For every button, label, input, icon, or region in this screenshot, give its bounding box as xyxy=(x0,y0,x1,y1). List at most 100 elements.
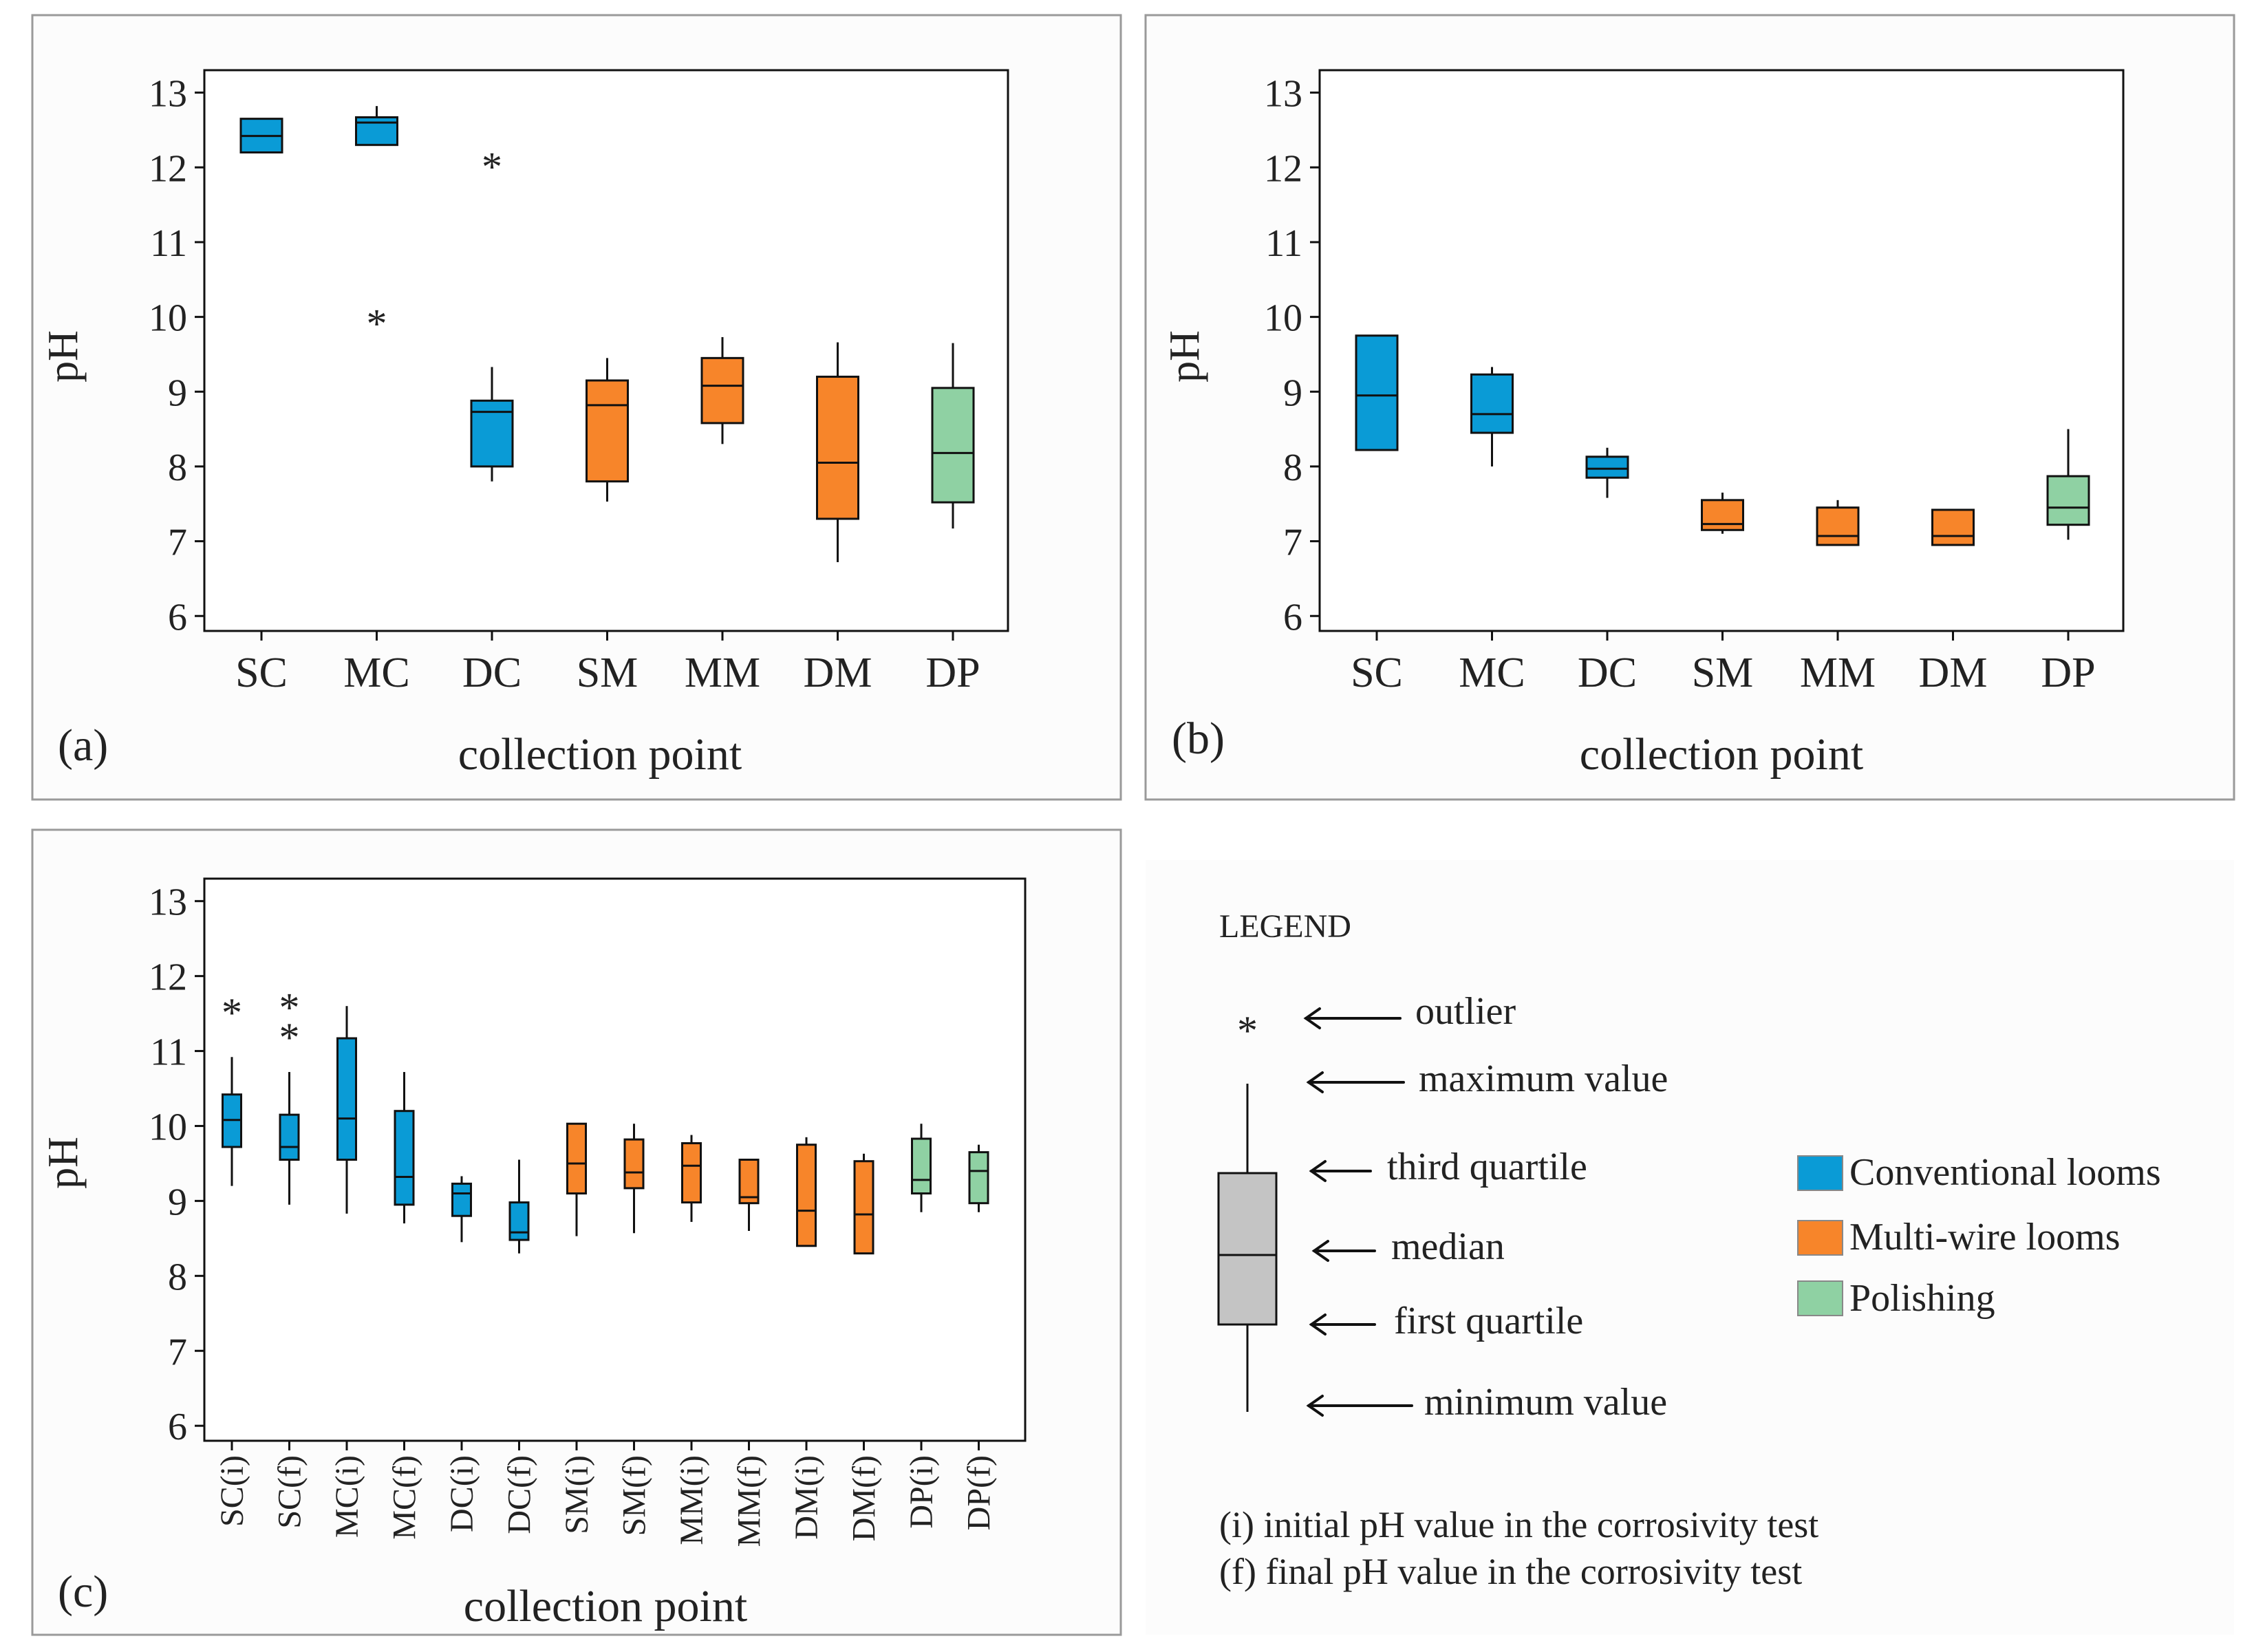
panel-a-chart: 6 7 8 9 10 11 12 13 SC * MC * DC SM MM DM DP pH collecti… xyxy=(40,69,1009,780)
legend-outlier-label: outlier xyxy=(1415,990,1516,1033)
y-tick-label: 13 xyxy=(149,881,187,924)
legend-note-initial: (i) initial pH value in the corrosivity … xyxy=(1219,1504,1818,1545)
box xyxy=(451,1182,472,1217)
y-tick-label: 11 xyxy=(1265,222,1302,265)
x-tick-label: DP(i) xyxy=(903,1455,940,1529)
x-tick-label: MM xyxy=(1800,650,1876,696)
x-tick-label: SM xyxy=(577,650,638,696)
x-tick-label: DM xyxy=(1919,650,1988,696)
box xyxy=(623,1138,645,1190)
y-tick-label: 10 xyxy=(149,1106,187,1148)
legend-group-multiwire: Multi-wire looms xyxy=(1849,1216,2121,1258)
box xyxy=(586,379,629,483)
x-tick-label: DM xyxy=(804,650,872,696)
outlier-marker: * xyxy=(279,985,300,1031)
legend-group-conventional: Conventional looms xyxy=(1849,1151,2161,1194)
box xyxy=(853,1160,874,1255)
y-tick-label: 12 xyxy=(149,956,187,999)
box xyxy=(738,1159,760,1205)
legend-swatch-polishing xyxy=(1797,1280,1843,1316)
y-tick-label: 8 xyxy=(1283,447,1302,489)
panel-a-x-label: collection point xyxy=(458,729,742,780)
x-tick-label: SC(i) xyxy=(214,1455,250,1527)
x-tick-label: DP(f) xyxy=(961,1455,998,1530)
panel-c-plot-area xyxy=(203,877,1027,1442)
x-tick-label: MC(f) xyxy=(387,1455,423,1540)
box xyxy=(1470,373,1514,434)
arrow-median-head xyxy=(1311,1240,1329,1262)
box xyxy=(968,1151,989,1205)
x-tick-label: MM(f) xyxy=(731,1455,768,1547)
y-tick-label: 7 xyxy=(168,522,187,564)
y-tick-label: 12 xyxy=(1264,147,1302,190)
x-tick-label: SC xyxy=(235,650,288,696)
panel-c-label: (c) xyxy=(58,1567,108,1617)
legend-median-label: median xyxy=(1391,1225,1505,1268)
y-tick-label: 10 xyxy=(149,297,187,340)
x-tick-label: DC xyxy=(462,650,522,696)
x-tick-label: DC(f) xyxy=(502,1455,538,1534)
box xyxy=(566,1122,587,1195)
x-tick-label: DP xyxy=(2041,650,2095,696)
x-tick-label: DP xyxy=(925,650,980,696)
box xyxy=(1816,506,1860,546)
legend-group-polishing: Polishing xyxy=(1849,1277,1995,1320)
y-tick-label: 7 xyxy=(1283,522,1302,564)
panel-a-plot-area xyxy=(203,69,1009,632)
outlier-marker: * xyxy=(367,301,387,347)
box xyxy=(2046,475,2090,526)
x-tick-label: SC(f) xyxy=(272,1455,308,1529)
box xyxy=(816,376,859,520)
y-tick-label: 9 xyxy=(168,372,187,414)
box xyxy=(508,1201,530,1241)
panel-b-x-label: collection point xyxy=(1580,729,1863,780)
x-tick-label: DC xyxy=(1578,650,1637,696)
x-tick-label: MM(i) xyxy=(674,1455,710,1545)
x-tick-label: DC(i) xyxy=(444,1455,480,1532)
x-tick-label: SC xyxy=(1351,650,1403,696)
y-tick-label: 13 xyxy=(1264,73,1302,116)
legend-area xyxy=(1146,860,2234,1635)
y-tick-label: 8 xyxy=(168,447,187,489)
box xyxy=(911,1137,932,1195)
x-tick-label: SM xyxy=(1692,650,1754,696)
x-tick-label: DM(i) xyxy=(788,1455,825,1540)
box xyxy=(394,1110,415,1206)
box xyxy=(279,1113,300,1161)
x-tick-label: DM(f) xyxy=(846,1455,883,1541)
x-tick-label: SM(i) xyxy=(559,1455,595,1534)
legend-note-final: (f) final pH value in the corrosivity te… xyxy=(1219,1551,1802,1592)
legend-third-quartile-label: third quartile xyxy=(1387,1146,1587,1188)
legend-swatch-multiwire xyxy=(1797,1220,1843,1256)
box xyxy=(1585,455,1629,479)
arrow-third-quartile-head xyxy=(1309,1160,1327,1182)
legend-maximum-label: maximum value xyxy=(1419,1058,1668,1100)
legend-swatch-conventional xyxy=(1797,1155,1843,1191)
legend-title: LEGEND xyxy=(1219,908,1351,945)
legend-outlier-star: * xyxy=(1237,1008,1258,1053)
y-tick-label: 10 xyxy=(1264,297,1302,340)
box xyxy=(931,387,975,504)
legend-example-box xyxy=(1217,1172,1278,1326)
panel-a-marks: 6 7 8 9 10 11 12 13 SC * MC * DC SM MM DM DP xyxy=(149,73,980,696)
y-tick-label: 11 xyxy=(150,222,187,265)
y-tick-label: 9 xyxy=(1283,372,1302,414)
y-tick-label: 6 xyxy=(168,1406,187,1448)
box xyxy=(700,356,744,425)
arrow-minimum-head xyxy=(1306,1395,1324,1417)
panel-a-label: (a) xyxy=(58,720,108,771)
x-tick-label: MM xyxy=(685,650,760,696)
y-tick-label: 11 xyxy=(150,1031,187,1074)
y-tick-label: 7 xyxy=(168,1331,187,1373)
panel-a-y-label: pH xyxy=(40,330,87,383)
legend-first-quartile-label: first quartile xyxy=(1394,1300,1583,1342)
arrow-maximum-head xyxy=(1306,1071,1324,1093)
x-tick-label: MC xyxy=(343,650,409,696)
box xyxy=(355,116,398,147)
panel-b-plot-area xyxy=(1318,69,2125,632)
arrow-outlier-head xyxy=(1303,1007,1321,1029)
panel-c-x-label: collection point xyxy=(464,1581,747,1631)
box xyxy=(1355,334,1399,451)
